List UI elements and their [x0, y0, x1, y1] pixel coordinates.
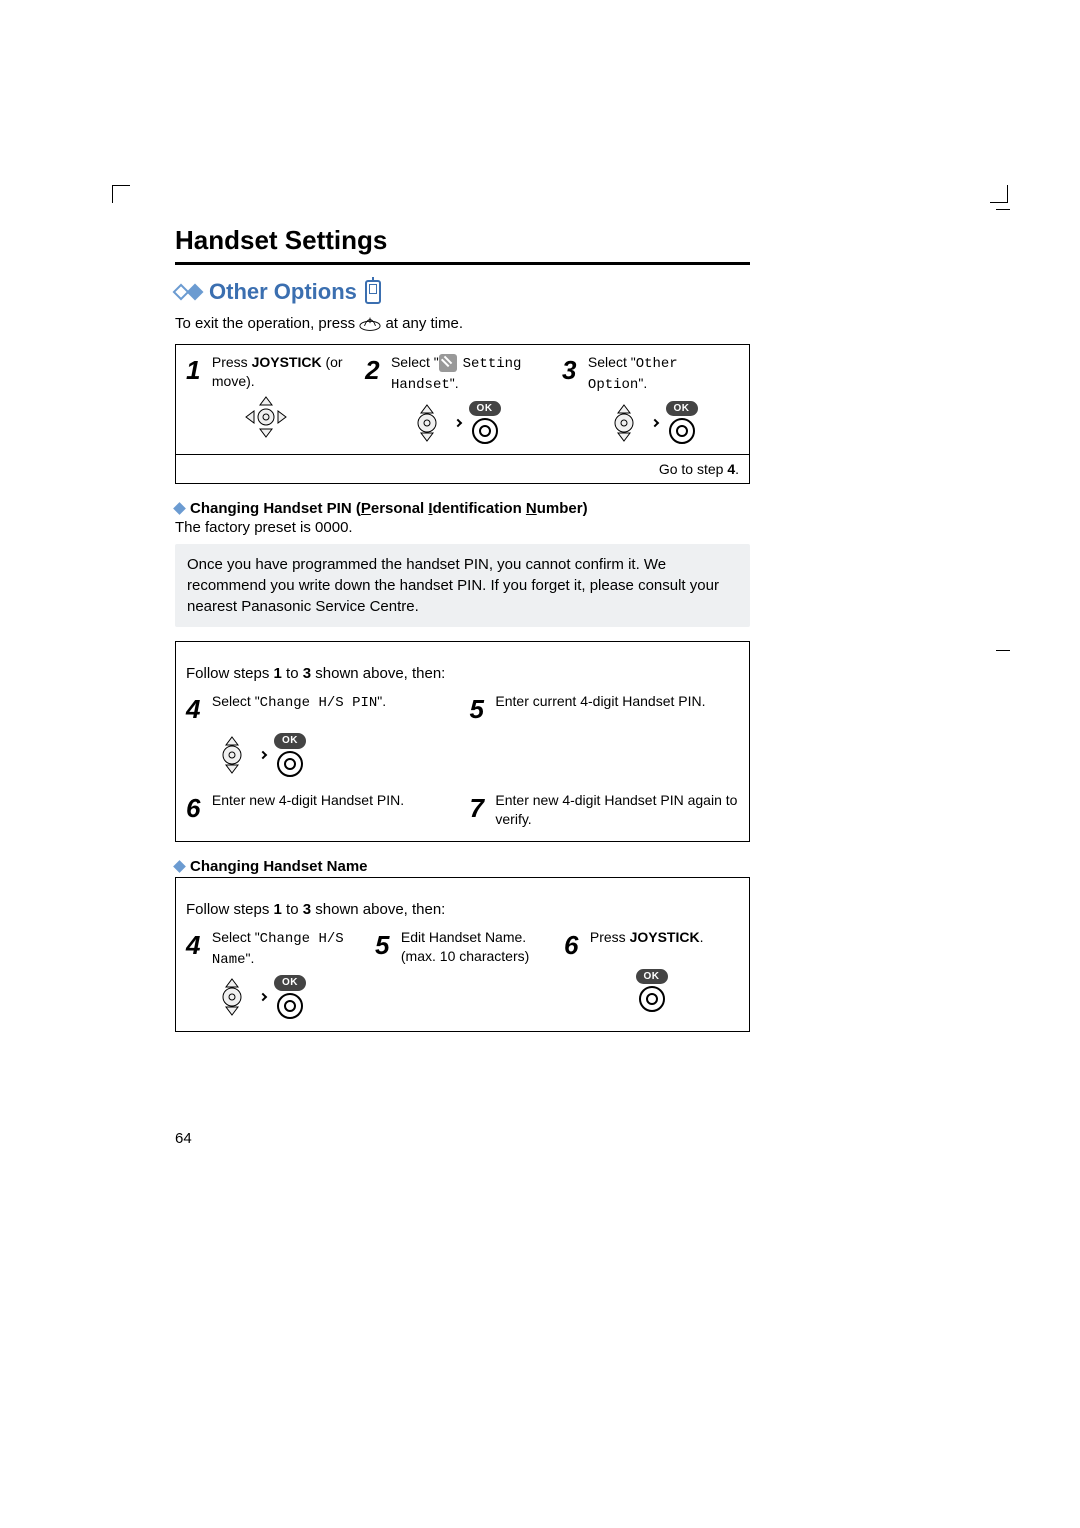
step-number: 6	[186, 791, 208, 826]
procedure-box-pin: Follow steps 1 to 3 shown above, then: 4…	[175, 641, 750, 841]
arrow-icon	[259, 751, 267, 759]
step-number: 5	[470, 692, 492, 727]
joystick-updown-icon	[212, 735, 252, 775]
step-number: 3	[562, 353, 584, 388]
step-text: Select "Change H/S PIN".	[212, 692, 456, 713]
step-number: 4	[186, 928, 208, 963]
joystick-cross-icon	[244, 395, 288, 439]
subsection-heading: Changing Handset PIN (Personal Identific…	[190, 500, 588, 517]
crop-tick-right-2	[996, 650, 1010, 651]
step-text: Edit Handset Name. (max. 10 characters)	[401, 928, 550, 966]
ok-pill: OK	[274, 733, 306, 749]
icon-row: OK	[562, 401, 739, 445]
step-text: Select "Other Option".	[588, 353, 739, 395]
subsection-heading: Changing Handset Name	[190, 858, 368, 875]
step-text: Press JOYSTICK.	[590, 928, 739, 947]
settings-icon	[439, 354, 457, 372]
ok-pill: OK	[666, 401, 698, 417]
ok-ring-icon	[669, 418, 695, 444]
ok-button-group: OK	[666, 401, 698, 445]
step-6: 6 Press JOYSTICK. OK	[564, 928, 739, 1019]
preset-text: The factory preset is 0000.	[175, 519, 750, 536]
step-number: 7	[470, 791, 492, 826]
crop-mark-tr	[990, 185, 1008, 203]
step-text: Select " Setting Handset".	[391, 353, 542, 395]
handset-icon	[365, 280, 381, 304]
tip-box: Once you have programmed the handset PIN…	[175, 544, 750, 627]
page-content: Handset Settings Other Options To exit t…	[175, 225, 750, 1040]
title-rule	[175, 262, 750, 265]
exit-text-pre: To exit the operation, press	[175, 315, 359, 332]
diamond-icon	[173, 860, 186, 873]
step-4: 4 Select "Change H/S PIN".	[186, 692, 456, 777]
step-5: 5 Edit Handset Name. (max. 10 characters…	[375, 928, 550, 1019]
step-number: 5	[375, 928, 397, 963]
procedure-grid: 4 Select "Change H/S Name".	[186, 928, 739, 1019]
joystick-updown-icon	[212, 977, 252, 1017]
diamond-icon	[173, 502, 186, 515]
ok-ring-icon	[277, 751, 303, 777]
ok-ring-icon	[639, 986, 665, 1012]
section-heading: Other Options	[209, 279, 357, 305]
diamond-icon	[187, 284, 204, 301]
icon-row: OK	[212, 733, 456, 777]
page-number: 64	[175, 1130, 192, 1147]
icon-row: OK	[212, 975, 361, 1019]
step-1: 1 Press JOYSTICK (or move).	[176, 345, 355, 454]
step-number: 6	[564, 928, 586, 963]
page-title: Handset Settings	[175, 225, 750, 256]
step-5: 5 Enter current 4-digit Handset PIN.	[470, 692, 740, 777]
procedure-box-name: Follow steps 1 to 3 shown above, then: 4…	[175, 877, 750, 1032]
diamond-bullets	[175, 286, 201, 298]
step-6: 6 Enter new 4-digit Handset PIN.	[186, 791, 456, 829]
step-text: Enter new 4-digit Handset PIN.	[212, 791, 456, 810]
step-3: 3 Select "Other Option". OK	[552, 345, 749, 454]
step-4: 4 Select "Change H/S Name".	[186, 928, 361, 1019]
step-number: 2	[365, 353, 387, 388]
step-text: Enter new 4-digit Handset PIN again to v…	[495, 791, 739, 829]
procedure-lead: Follow steps 1 to 3 shown above, then:	[186, 665, 739, 682]
section-heading-row: Other Options	[175, 279, 750, 305]
power-off-icon	[359, 317, 381, 331]
step-number: 4	[186, 692, 208, 727]
crop-tick-right-1	[996, 209, 1010, 210]
ok-pill: OK	[469, 401, 501, 417]
joystick-updown-icon	[407, 403, 447, 443]
exit-text-post: at any time.	[385, 315, 463, 332]
crop-mark-tl	[112, 185, 130, 203]
ok-ring-icon	[277, 993, 303, 1019]
steps-box-top: 1 Press JOYSTICK (or move). 2 Select " S…	[175, 344, 750, 455]
subsection-heading-row: Changing Handset PIN (Personal Identific…	[175, 500, 750, 517]
ok-button-group: OK	[636, 969, 668, 1013]
ok-pill: OK	[274, 975, 306, 991]
exit-instruction: To exit the operation, press at any time…	[175, 315, 750, 332]
steps-footer: Go to step 4.	[175, 455, 750, 484]
arrow-icon	[650, 418, 658, 426]
ok-button-group: OK	[469, 401, 501, 445]
step-number: 1	[186, 353, 208, 388]
ok-pill: OK	[636, 969, 668, 985]
procedure-grid: 4 Select "Change H/S PIN".	[186, 692, 739, 828]
ok-ring-icon	[472, 418, 498, 444]
step-2: 2 Select " Setting Handset". OK	[355, 345, 552, 454]
arrow-icon	[259, 993, 267, 1001]
step-text: Enter current 4-digit Handset PIN.	[495, 692, 739, 711]
ok-button-group: OK	[274, 733, 306, 777]
step-text: Select "Change H/S Name".	[212, 928, 361, 970]
icon-row: OK	[365, 401, 542, 445]
procedure-lead: Follow steps 1 to 3 shown above, then:	[186, 901, 739, 918]
icon-row: OK	[564, 969, 739, 1013]
step-text: Press JOYSTICK (or move).	[212, 353, 345, 391]
joystick-updown-icon	[604, 403, 644, 443]
arrow-icon	[453, 418, 461, 426]
subsection-heading-row: Changing Handset Name	[175, 858, 750, 875]
ok-button-group: OK	[274, 975, 306, 1019]
step-7: 7 Enter new 4-digit Handset PIN again to…	[470, 791, 740, 829]
